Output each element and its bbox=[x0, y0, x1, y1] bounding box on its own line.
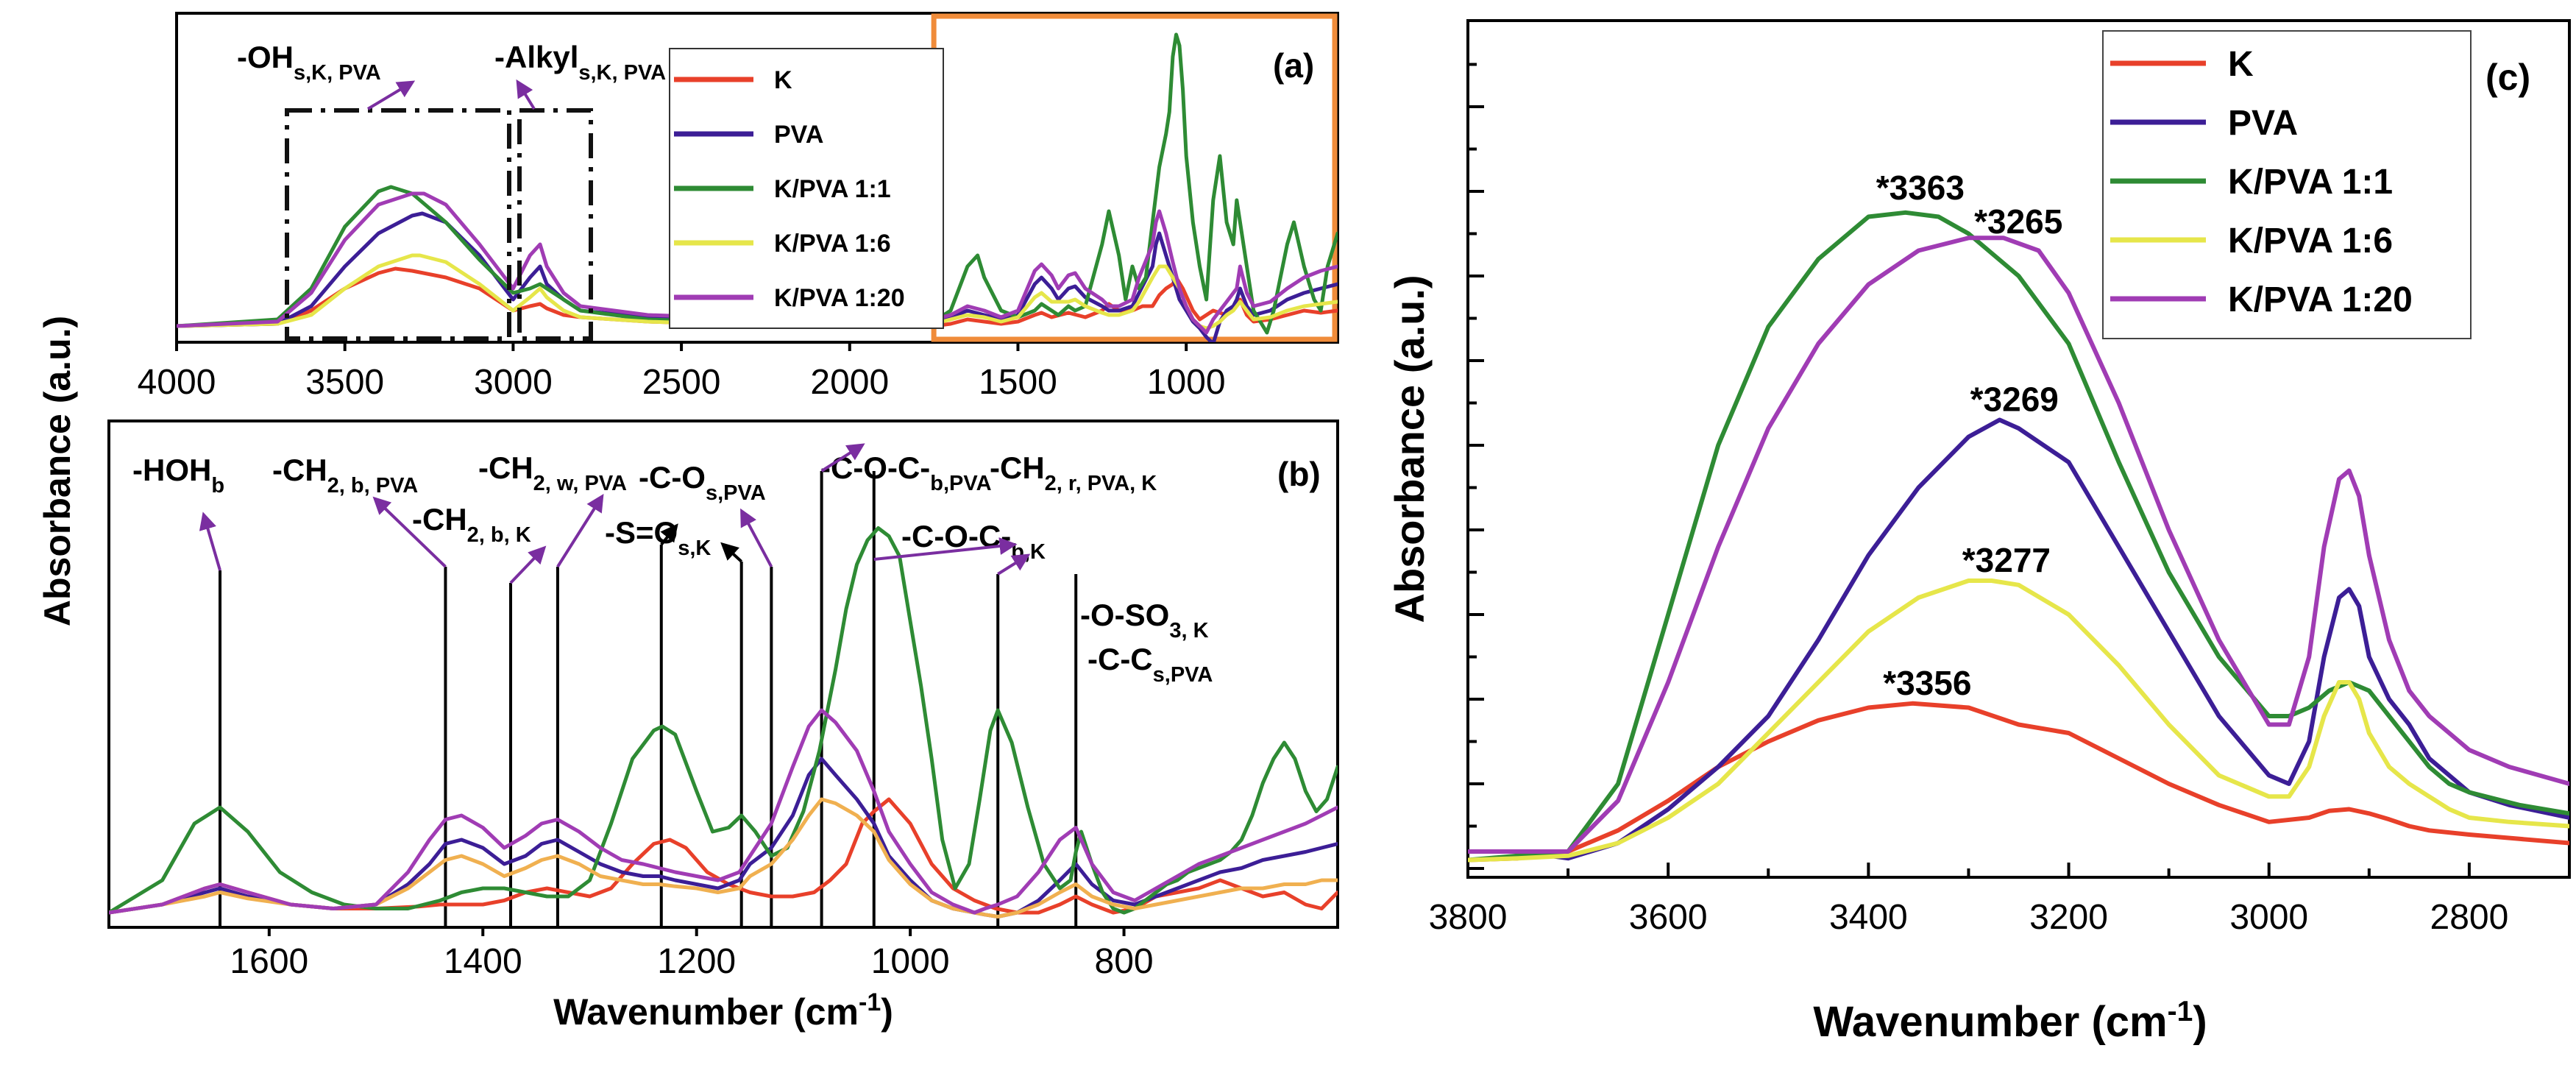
series-line-k-pva-1-20 bbox=[177, 191, 1338, 335]
annotation-label: -C-Cs,PVA bbox=[1087, 642, 1213, 687]
panel-c: *3363*3265 *3269 *3277 *3356 K PVA K/PVA 1:1 K/… bbox=[1386, 19, 2571, 1047]
x-axis-label-c: Wavenumber (cm-1) bbox=[1813, 996, 2207, 1047]
series-line-pva bbox=[1468, 417, 2569, 861]
series-line-k-pva-1-6 bbox=[1468, 578, 2569, 863]
annotation-arrow bbox=[660, 523, 678, 546]
series-line-k-pva-1-6 bbox=[177, 253, 1338, 330]
annotation-arrow bbox=[509, 545, 547, 584]
series-line-k-pva-1-20 bbox=[109, 708, 1338, 915]
x-tick-label-c: 3600 bbox=[1629, 898, 1708, 937]
panel-b-label: (b) bbox=[1277, 455, 1321, 493]
annotation-label: -S=Os,K bbox=[605, 515, 711, 560]
peak-label: *3269 bbox=[1970, 381, 2059, 419]
peak-label: *3277 bbox=[1962, 541, 2051, 579]
panel-a-label: (a) bbox=[1273, 46, 1314, 85]
panel-b-frame bbox=[107, 420, 1339, 929]
legend-c-label: K bbox=[2228, 45, 2254, 84]
annotation-arrow bbox=[740, 508, 773, 567]
annotation-label: -C-Os,PVA bbox=[639, 460, 766, 505]
annotation-arrow bbox=[997, 553, 1031, 576]
x-tick-label-b: 1200 bbox=[657, 942, 736, 981]
series-line-k-pva-1-6 bbox=[109, 797, 1338, 919]
series-line-k-pva-1-1 bbox=[109, 526, 1338, 915]
x-tick-label-a: 3000 bbox=[474, 363, 553, 402]
x-tick-label-a: 4000 bbox=[138, 363, 216, 402]
region-label-alkyl: -Alkyls,K, PVA bbox=[494, 40, 666, 85]
panel-c-frame bbox=[1466, 19, 2571, 879]
legend-c-label: PVA bbox=[2228, 104, 2298, 143]
x-tick-label-c: 3400 bbox=[1829, 898, 1908, 937]
x-tick-label-a: 2500 bbox=[642, 363, 721, 402]
annotation-label: -CH2, b, PVA bbox=[272, 453, 418, 498]
annotation-arrow bbox=[720, 542, 743, 563]
legend-a-label: K/PVA 1:20 bbox=[774, 284, 905, 312]
oh-label-arrow bbox=[366, 80, 416, 110]
annotation-label: -C-O-C-b,PVA bbox=[820, 450, 992, 495]
annotation-arrow bbox=[556, 493, 604, 568]
legend-c-label: K/PVA 1:6 bbox=[2228, 222, 2393, 261]
series-line-pva bbox=[177, 211, 1338, 342]
legend-a-label: K/PVA 1:1 bbox=[774, 175, 891, 203]
x-tick-label-c: 3200 bbox=[2029, 898, 2108, 937]
x-tick-label-a: 2000 bbox=[810, 363, 889, 402]
series-line-k-pva-1-20 bbox=[1468, 236, 2569, 854]
legend-a-label: K/PVA 1:6 bbox=[774, 230, 891, 258]
y-axis-label-c: Absorbance (a.u.) bbox=[1386, 275, 1433, 623]
annotation-label: -HOHb bbox=[132, 453, 224, 498]
series-line-k bbox=[1468, 701, 2569, 863]
peak-label: *3356 bbox=[1883, 664, 1971, 702]
panel-c-label: (c) bbox=[2485, 57, 2530, 98]
legend-c-label: K/PVA 1:1 bbox=[2228, 163, 2393, 202]
annotation-arrow bbox=[199, 512, 221, 571]
legend-c-box bbox=[2102, 30, 2472, 339]
annotation-label: -CH2, r, PVA, K bbox=[990, 450, 1157, 495]
oh-region-box bbox=[285, 108, 511, 341]
series-line-k-pva-1-1 bbox=[177, 32, 1338, 335]
x-tick-label-a: 3500 bbox=[305, 363, 384, 402]
peak-label: *3363 bbox=[1876, 169, 1965, 207]
panel-a: -OHs,K, PVA -Alkyls,K, PVA K PVA K/PVA 1:1 K/… bbox=[138, 12, 1339, 402]
x-tick-label-b: 1600 bbox=[230, 942, 308, 981]
annotation-arrow bbox=[372, 496, 447, 568]
panel-b: -HOHb -CH2, b, PVA-CH2, b, K-CH2, w, PVA-… bbox=[107, 420, 1339, 1033]
x-tick-label-b: 1400 bbox=[444, 942, 522, 981]
legend-a-label: PVA bbox=[774, 121, 823, 149]
annotation-label: -CH2, w, PVA bbox=[478, 450, 627, 495]
annotation-label: -CH2, b, K bbox=[412, 502, 531, 547]
region-label-oh: -OHs,K, PVA bbox=[237, 40, 381, 85]
annotation-arrow bbox=[873, 537, 1018, 561]
x-tick-label-c: 3000 bbox=[2229, 898, 2308, 937]
x-tick-label-a: 1500 bbox=[979, 363, 1057, 402]
peak-label: *3265 bbox=[1974, 202, 2062, 241]
annotation-label: -O-SO3, K bbox=[1080, 598, 1209, 643]
x-tick-label-b: 800 bbox=[1095, 942, 1154, 981]
alkyl-region-box bbox=[517, 108, 593, 341]
x-tick-label-c: 3800 bbox=[1429, 898, 1508, 937]
panel-a-frame bbox=[175, 12, 1339, 344]
alkyl-label-arrow bbox=[516, 79, 536, 110]
legend-a-label: K bbox=[774, 66, 792, 94]
legend-c-label: K/PVA 1:20 bbox=[2228, 280, 2413, 319]
series-line-k-pva-1-1 bbox=[1468, 210, 2569, 863]
x-tick-label-a: 1000 bbox=[1147, 363, 1226, 402]
x-tick-label-b: 1000 bbox=[871, 942, 950, 981]
annotation-arrow bbox=[820, 443, 865, 472]
shared-y-axis-label: Absorbance (a.u.) bbox=[37, 316, 78, 626]
x-axis-label-b: Wavenumber (cm-1) bbox=[553, 988, 893, 1033]
x-tick-label-c: 2800 bbox=[2430, 898, 2509, 937]
